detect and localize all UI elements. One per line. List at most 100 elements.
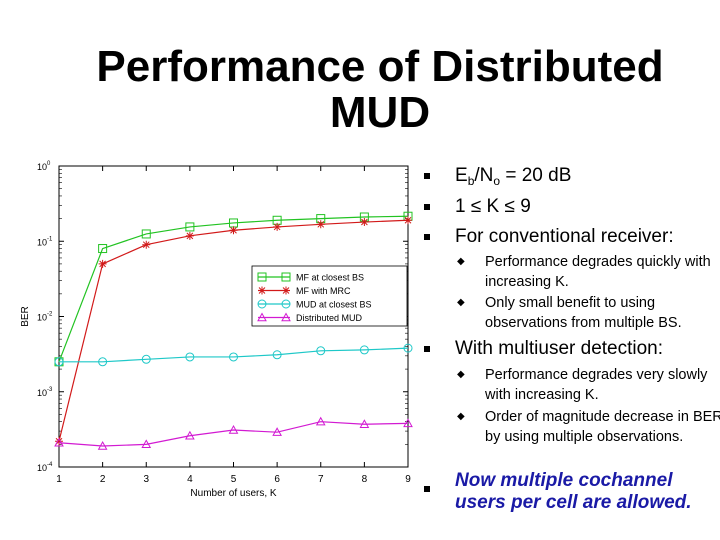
triangle-marker [403,418,413,428]
mud-2-text: Order of magnitude decrease in BER by us… [485,409,720,445]
y-axis-label: BER [20,306,31,327]
snr-slash: /N [474,165,494,186]
y-tick-label: 10-2 [37,312,53,323]
data-point [273,222,282,231]
star-marker [98,259,107,268]
data-point [54,357,64,367]
final-text: Now multiple cochannel users per cell ar… [455,470,692,513]
data-point [403,418,413,428]
bullet-marker [424,173,430,179]
snr-eb-sub: b [467,174,475,188]
star-marker [258,286,266,295]
star-marker [229,226,238,235]
legend-box [251,265,408,327]
legend-marker [257,312,267,322]
x-tick-label: 2 [100,474,106,485]
triangle-marker [228,424,239,434]
star-marker [55,437,63,446]
series-line [58,215,409,363]
star-marker [273,222,282,231]
data-point [316,220,325,229]
data-point [272,427,282,436]
star-marker [142,240,151,249]
legend-label: Distributed MUD [296,313,363,323]
y-tick-label: 100 [37,161,51,172]
y-tick-label: 10-4 [37,462,53,473]
data-point [55,437,63,446]
x-tick-label: 9 [405,474,411,485]
x-tick-label: 7 [318,474,324,485]
square-marker [141,229,151,239]
data-point [272,350,282,360]
bullet-marker [424,204,430,210]
y-tick-exponent: 0 [47,161,51,167]
x-tick-label: 5 [231,474,237,485]
legend-marker [281,299,291,309]
bullet-marker [424,234,430,240]
y-tick-label: 10-3 [37,387,53,398]
triangle-marker [315,416,326,426]
conventional-text: For conventional receiver: [455,226,674,247]
triangle-marker [54,437,64,447]
series-1 [55,216,412,446]
y-tick-label: 10-1 [37,236,53,247]
x-tick-label: 4 [187,474,193,485]
star-marker [360,218,369,227]
circle-marker [403,343,413,353]
data-point [316,346,326,356]
data-point [228,424,239,434]
legend-marker [258,286,266,295]
diamond-marker: ◆ [457,369,465,380]
legend-marker [281,312,291,322]
triangle-marker [257,312,267,322]
x-tick-label: 1 [56,474,62,485]
title-line-1: Performance of Distributed [96,42,664,91]
legend-marker [257,272,267,282]
multiuser-text: With multiuser detection: [455,338,664,359]
legend-label: MF at closest BS [296,273,364,283]
star-marker [404,216,412,225]
legend-marker [281,272,291,282]
data-point [185,430,195,440]
series-3 [54,416,413,450]
triangle-marker [281,312,291,322]
circle-marker [54,357,64,367]
data-point [142,240,151,249]
y-tick-exponent: -4 [47,462,53,468]
circle-marker [141,354,151,364]
star-marker [282,286,290,295]
data-point [403,343,413,353]
conv-1-text: Performance degrades quickly with increa… [485,254,711,290]
data-point [185,231,194,240]
data-point [97,440,108,450]
mud-1-text: Performance degrades very slowly with in… [485,367,708,403]
circle-marker [257,299,267,309]
series-line [58,421,409,447]
triangle-marker [359,419,370,428]
star-marker [185,231,194,240]
data-point [185,222,195,232]
circle-marker [281,299,291,309]
data-point [229,352,238,362]
y-tick-exponent: -1 [47,236,53,242]
square-marker [185,222,195,232]
data-point [185,352,195,362]
square-marker [257,272,267,282]
circle-marker [316,346,326,356]
x-tick-label: 8 [362,474,368,485]
diamond-marker: ◆ [457,297,465,308]
data-point [54,437,64,447]
circle-marker [272,350,282,360]
slide-title: Performance of Distributed MUD [0,44,720,136]
x-axis-label: Number of users, K [190,488,276,499]
data-point [98,259,107,268]
snr-value: = 20 dB [500,165,572,186]
circle-marker [98,357,108,367]
series-line [59,347,409,363]
data-point [359,345,369,355]
data-point [229,226,238,235]
star-marker [316,220,325,229]
conv-2-text: Only small benefit to using observations… [485,295,682,331]
legend-marker [257,299,267,309]
ber-chart: 100 10-1 10-2 10-3 10-41 2 3 4 5 6 7 8 9 Number of us… [20,161,413,499]
